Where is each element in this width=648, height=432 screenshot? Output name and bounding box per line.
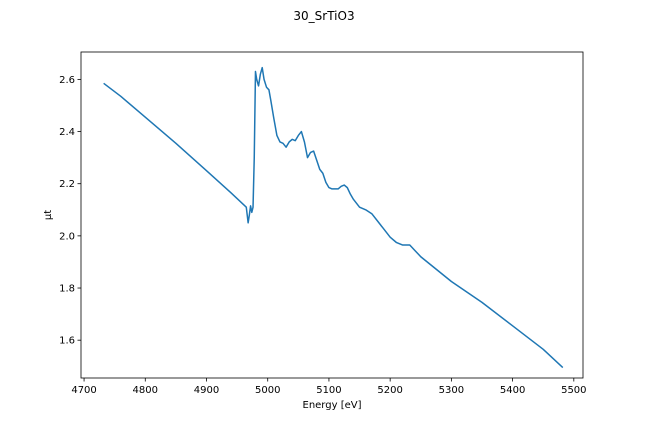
y-tick-label: 1.8 — [59, 284, 75, 295]
x-tick-label: 5200 — [377, 385, 402, 396]
y-tick-label: 2.6 — [59, 75, 75, 86]
chart-title: 30_SrTiO3 — [293, 9, 354, 23]
x-tick-label: 4900 — [194, 385, 219, 396]
series-layer — [103, 66, 564, 369]
y-tick-label: 2.2 — [59, 179, 75, 190]
x-tick-label: 5400 — [500, 385, 525, 396]
y-axis-label: μt — [43, 210, 54, 220]
y-axis: 1.6 1.8 2.0 2.2 2.4 2.6 — [59, 75, 81, 347]
y-tick-label: 2.4 — [59, 127, 75, 138]
y-tick-label: 2.0 — [59, 231, 75, 242]
plot-frame — [80, 51, 584, 379]
x-tick-label: 4800 — [133, 385, 158, 396]
x-tick-label: 5000 — [255, 385, 280, 396]
x-tick-label: 5100 — [316, 385, 341, 396]
series-line-0 — [103, 66, 564, 369]
x-axis-label: Energy [eV] — [303, 400, 362, 411]
y-tick-label: 1.6 — [59, 336, 75, 347]
x-tick-label: 5300 — [439, 385, 464, 396]
x-tick-label: 5500 — [561, 385, 586, 396]
x-tick-label: 4700 — [71, 385, 96, 396]
x-axis: 4700 4800 4900 5000 5100 5200 5300 5400 5500 — [71, 378, 587, 396]
